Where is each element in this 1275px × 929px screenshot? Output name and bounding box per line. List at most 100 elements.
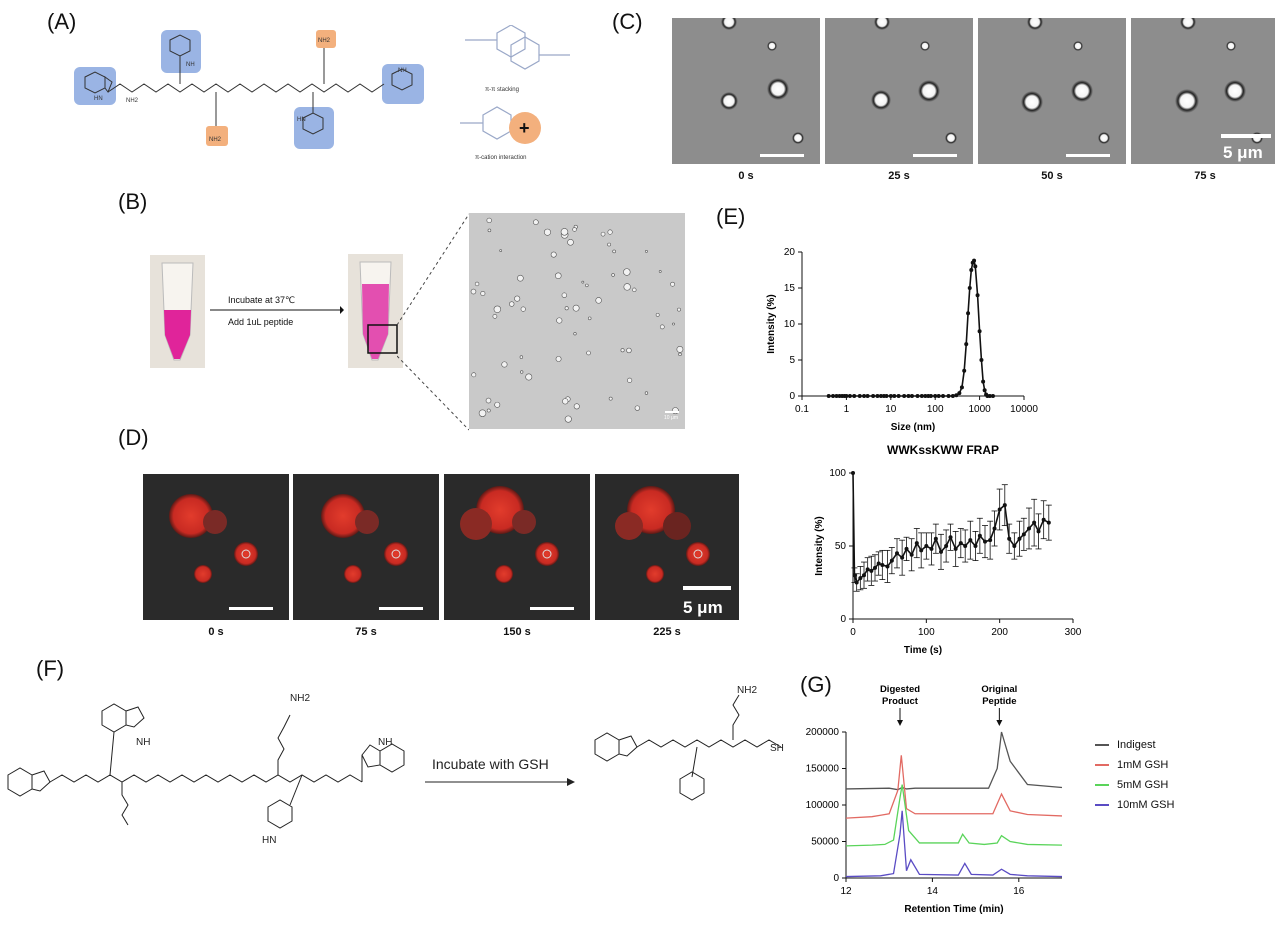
data-point bbox=[958, 541, 963, 546]
data-point bbox=[900, 555, 905, 560]
data-point bbox=[957, 391, 962, 396]
time-caption: 50 s bbox=[1041, 170, 1063, 182]
droplet bbox=[587, 316, 592, 321]
data-point bbox=[983, 539, 987, 544]
data-point bbox=[924, 544, 929, 548]
tube-after bbox=[348, 254, 403, 368]
x-axis-label: Time (s) bbox=[904, 645, 942, 656]
data-point bbox=[878, 394, 883, 398]
legend-label: 5mM GSH bbox=[1117, 779, 1169, 791]
data-point bbox=[967, 286, 972, 290]
droplet bbox=[678, 352, 682, 357]
brightfield-frame: 5 μm bbox=[1131, 18, 1275, 164]
data-point bbox=[889, 558, 894, 563]
time-caption: 75 s bbox=[355, 626, 377, 638]
fluorescence-frame: 5 μm bbox=[595, 474, 739, 620]
data-point bbox=[896, 394, 901, 398]
droplet bbox=[572, 304, 580, 312]
x-axis-label: Size (nm) bbox=[891, 422, 935, 433]
data-point bbox=[964, 342, 969, 347]
data-point bbox=[953, 546, 958, 551]
hplc-trace-line bbox=[845, 731, 1063, 791]
droplet bbox=[586, 350, 591, 356]
data-point bbox=[948, 535, 953, 540]
data-point bbox=[981, 379, 986, 384]
data-point bbox=[854, 580, 859, 585]
droplet bbox=[567, 238, 574, 246]
y-tick-label: 0 bbox=[840, 614, 846, 625]
pi-cation-label: π-cation interaction bbox=[475, 155, 527, 161]
data-point bbox=[982, 388, 987, 393]
droplet bbox=[555, 272, 562, 279]
droplet bbox=[670, 281, 675, 287]
data-point bbox=[1046, 520, 1051, 525]
amine-highlight bbox=[316, 30, 336, 48]
data-point bbox=[844, 394, 849, 398]
droplet bbox=[474, 281, 480, 287]
droplet bbox=[492, 314, 498, 319]
droplet bbox=[556, 317, 563, 324]
data-point bbox=[997, 507, 1002, 512]
droplet bbox=[514, 295, 521, 302]
data-point bbox=[906, 394, 911, 398]
droplet bbox=[550, 251, 557, 258]
x-axis-label: Retention Time (min) bbox=[904, 904, 1003, 915]
hplc-trace-line bbox=[845, 755, 1063, 819]
droplet bbox=[525, 373, 533, 381]
amine-highlight bbox=[206, 126, 228, 146]
nh2-label: NH2 bbox=[126, 98, 139, 104]
x-tick-label: 0 bbox=[850, 627, 856, 638]
panel-label-e: (E) bbox=[716, 204, 746, 229]
tube-before bbox=[150, 255, 205, 368]
droplet bbox=[520, 370, 524, 374]
sh-group: SH bbox=[770, 743, 784, 754]
droplet bbox=[607, 242, 611, 247]
peptide-structure-a: HN NH NH2 NH2 HN NH NH2 bbox=[74, 30, 424, 149]
data-point bbox=[1007, 536, 1012, 541]
droplet bbox=[533, 219, 539, 225]
pi-interaction-scheme: + π-π stacking π-cation interaction bbox=[460, 25, 570, 161]
data-point bbox=[1017, 536, 1022, 541]
data-point bbox=[834, 394, 839, 398]
droplet bbox=[655, 312, 660, 317]
fluorescence-frame bbox=[143, 474, 289, 620]
data-point bbox=[992, 526, 997, 531]
droplet bbox=[659, 324, 665, 330]
droplet bbox=[623, 268, 631, 276]
scale-label: 5 μm bbox=[1223, 143, 1263, 162]
droplet bbox=[520, 306, 526, 312]
zoom-lines bbox=[397, 213, 469, 431]
indole-highlight bbox=[161, 30, 201, 73]
data-point bbox=[979, 358, 984, 362]
panel-label-c: (C) bbox=[612, 9, 643, 34]
hplc-trace-line bbox=[845, 784, 1063, 847]
data-point bbox=[888, 394, 893, 398]
droplet bbox=[561, 292, 567, 298]
droplet bbox=[581, 280, 585, 284]
pi-pi-label: π-π stacking bbox=[485, 87, 519, 93]
droplet bbox=[560, 228, 569, 236]
data-point bbox=[857, 394, 862, 398]
y-tick-label: 0 bbox=[833, 873, 839, 884]
data-point bbox=[923, 394, 928, 398]
chart-title: WWKssKWW FRAP bbox=[887, 443, 999, 457]
legend-label: 1mM GSH bbox=[1117, 759, 1169, 771]
nh-label: HN bbox=[94, 96, 103, 102]
y-tick-label: 5 bbox=[789, 355, 795, 366]
droplet bbox=[626, 347, 632, 354]
legend-label: Indigest bbox=[1117, 739, 1156, 751]
indole-highlight bbox=[74, 67, 116, 105]
zoom-box bbox=[367, 324, 398, 354]
legend-entry: 1mM GSH bbox=[1095, 755, 1235, 775]
data-point bbox=[933, 394, 938, 398]
droplet bbox=[562, 398, 569, 405]
data-point bbox=[933, 536, 938, 541]
nh2-group: NH2 bbox=[290, 693, 310, 704]
droplet bbox=[543, 228, 551, 236]
data-point bbox=[1027, 526, 1031, 531]
data-point bbox=[962, 368, 967, 373]
data-point bbox=[950, 394, 955, 398]
hn-group: HN bbox=[262, 835, 276, 846]
data-point bbox=[936, 394, 941, 398]
x-tick-label: 300 bbox=[1065, 627, 1082, 638]
